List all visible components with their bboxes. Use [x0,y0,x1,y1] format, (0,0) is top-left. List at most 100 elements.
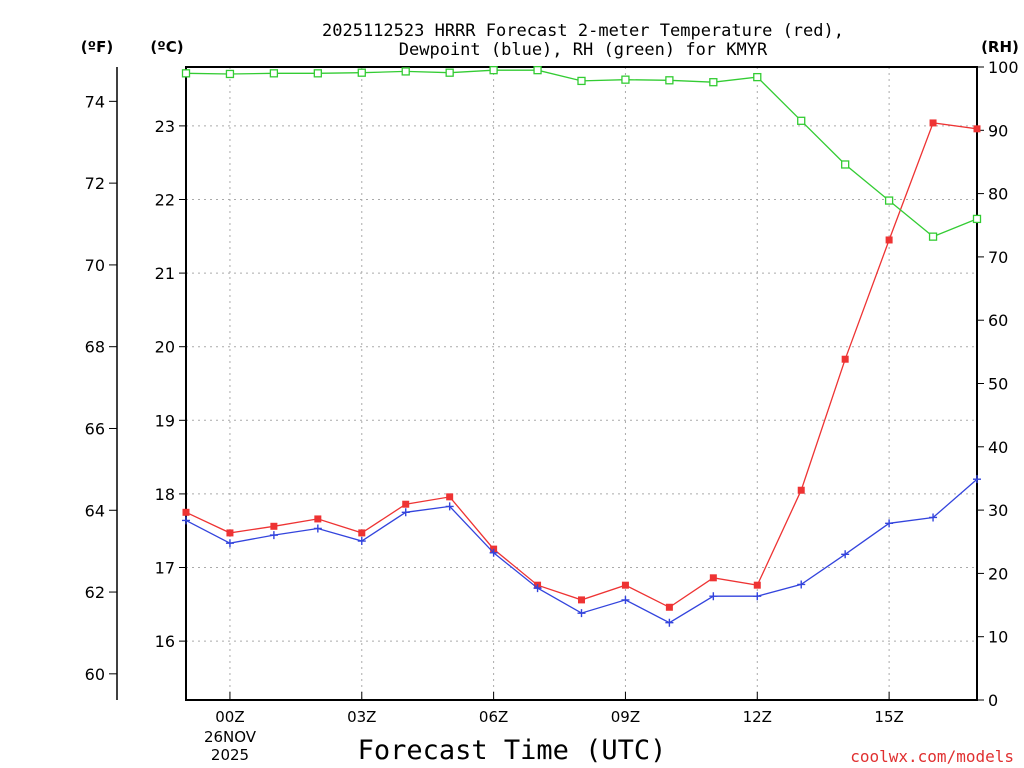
celsius-tick-label: 16 [155,632,175,651]
dewpoint-point [313,524,322,533]
rh-tick-label: 20 [988,564,1008,583]
chart-title-line-2: Dewpoint (blue), RH (green) for KMYR [399,40,768,60]
dewpoint-point [885,519,894,528]
temperature-point [665,603,673,611]
temperature-point [797,486,805,494]
dewpoint-point [929,513,938,522]
rh-point [489,66,498,75]
dewpoint-point [445,502,454,511]
x-tick-label: 06Z [479,708,508,726]
rh-point [841,160,850,169]
fahrenheit-tick-label: 64 [85,501,105,520]
temperature-point [973,125,981,133]
dewpoint-point [841,550,850,559]
dewpoint-point [973,475,981,484]
grid-lines [186,67,977,700]
rh-point [401,67,410,76]
dewpoint-point [577,609,586,618]
temperature-point [578,596,585,604]
axis-ticks: 00Z 03Z 06Z 09Z 12Z 15Z 16 17 18 19 20 21 22 23 60 62 64… [85,58,1019,726]
rh-point [181,69,191,78]
x-tick-label: 03Z [347,708,376,726]
dewpoint-point [225,539,234,548]
rh-point [445,68,454,77]
fahrenheit-tick-label: 66 [85,419,105,438]
chart-title-line-1: 2025112523 HRRR Forecast 2-meter Tempera… [322,21,844,41]
rh-point [753,72,762,82]
rh-point [665,76,674,85]
rh-tick-label: 90 [988,121,1008,140]
date-label-line-1: 26NOV [204,728,257,746]
temperature-point [841,355,849,363]
date-label-line-2: 2025 [211,746,249,764]
rh-unit-label: (RH) [981,38,1019,56]
dewpoint-point [533,584,542,593]
fahrenheit-tick-label: 72 [85,174,105,193]
rh-point [357,68,366,77]
rh-tick-label: 50 [988,375,1008,394]
rh-tick-label: 30 [988,501,1008,520]
x-tick-label: 09Z [611,708,640,726]
rh-series-line [185,69,978,238]
temperature-point [446,493,454,501]
temperature-point [929,119,937,127]
dewpoint-point [621,595,630,604]
celsius-tick-label: 17 [155,559,175,578]
celsius-tick-label: 19 [155,411,175,430]
temperature-point [314,515,322,523]
temperature-series-line [185,122,978,609]
dewpoint-point [753,592,762,601]
rh-tick-label: 10 [988,628,1008,647]
fahrenheit-tick-label: 74 [85,92,105,111]
rh-point [577,76,586,86]
dewpoint-point [269,531,278,540]
rh-point [928,232,938,241]
celsius-tick-label: 22 [155,190,175,209]
dewpoint-point [797,580,806,589]
x-tick-label: 12Z [743,708,772,726]
celsius-tick-label: 20 [155,338,175,357]
fahrenheit-unit-label: (ºF) [81,38,113,56]
rh-tick-label: 70 [988,248,1008,267]
temperature-point [402,500,410,508]
fahrenheit-tick-label: 60 [85,665,105,684]
celsius-tick-label: 18 [155,485,175,504]
rh-point [225,69,235,79]
dewpoint-point [182,516,190,525]
celsius-unit-label: (ºC) [150,38,183,56]
rh-point [884,196,894,205]
x-tick-label: 00Z [215,708,244,726]
rh-tick-label: 80 [988,185,1008,204]
dewpoint-point [401,508,410,517]
rh-point [533,66,542,75]
temperature-point [885,236,893,244]
rh-tick-label: 100 [988,58,1019,77]
fahrenheit-tick-label: 62 [85,583,105,602]
temperature-point [226,529,234,537]
celsius-tick-label: 21 [155,264,175,283]
rh-point [269,69,279,78]
x-axis-label: Forecast Time (UTC) [358,735,667,766]
fahrenheit-tick-label: 68 [85,338,105,357]
temperature-point [621,581,629,589]
temperature-point [709,574,717,582]
rh-tick-label: 60 [988,311,1008,330]
temperature-point [753,581,761,589]
temperature-point [358,529,366,537]
rh-point [709,78,718,87]
data-series [181,66,982,627]
rh-tick-label: 40 [988,438,1008,457]
fahrenheit-tick-label: 70 [85,256,105,275]
rh-tick-label: 0 [988,691,998,710]
celsius-tick-label: 23 [155,117,175,136]
temperature-point [182,508,190,516]
dewpoint-point [357,537,366,546]
rh-point [797,116,806,125]
dewpoint-point [665,618,674,627]
x-tick-label: 15Z [874,708,903,726]
dewpoint-point [489,548,498,557]
dewpoint-point [709,592,718,601]
plot-frame [185,66,978,701]
rh-point [972,214,982,224]
